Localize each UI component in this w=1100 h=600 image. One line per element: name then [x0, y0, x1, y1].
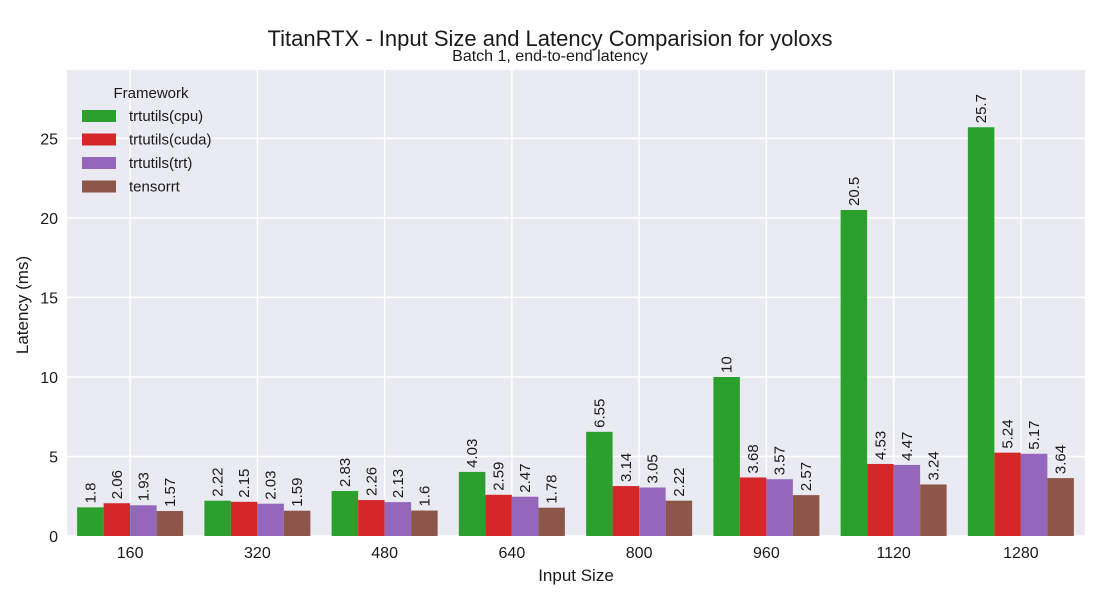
x-axis-label: Input Size [538, 566, 614, 585]
y-tick-label: 0 [49, 529, 58, 546]
y-tick-label: 25 [40, 131, 58, 148]
x-tick-label: 160 [117, 545, 144, 562]
bar-value-label: 2.47 [517, 464, 534, 493]
bar-trtutils(cuda)-800 [612, 486, 640, 536]
bar-trtutils(cpu)-160 [77, 507, 104, 536]
bar-value-label: 6.55 [591, 399, 608, 428]
bar-value-label: 25.7 [973, 94, 990, 123]
legend-entry-label: trtutils(cuda) [129, 132, 212, 149]
bar-trtutils(trt)-800 [639, 487, 666, 536]
bar-value-label: 4.03 [464, 439, 481, 468]
bar-trtutils(cuda)-320 [230, 501, 258, 536]
bar-value-label: 5.24 [1000, 419, 1017, 448]
y-tick-label: 5 [49, 449, 58, 466]
x-tick-label: 320 [244, 545, 271, 562]
bar-value-label: 3.24 [925, 451, 942, 480]
bar-tensorrt-1120 [920, 484, 947, 536]
y-tick-label: 15 [40, 290, 58, 307]
bar-value-label: 2.22 [671, 467, 688, 496]
bar-value-label: 1.59 [289, 478, 306, 507]
bar-trtutils(cpu)-320 [204, 500, 231, 536]
legend-entry-label: trtutils(trt) [129, 155, 192, 172]
bar-trtutils(cpu)-800 [586, 431, 613, 536]
bar-trtutils(cpu)-640 [458, 471, 486, 536]
bar-trtutils(cuda)-160 [103, 503, 131, 536]
bar-trtutils(trt)-640 [511, 496, 539, 536]
bar-trtutils(cuda)-640 [485, 494, 512, 536]
bar-value-label: 10 [719, 356, 736, 373]
y-tick-label: 10 [40, 370, 58, 387]
legend-swatch [82, 180, 116, 193]
x-tick-label: 1120 [876, 545, 911, 562]
bar-value-label: 3.57 [772, 446, 789, 475]
bar-value-label: 2.15 [236, 469, 253, 498]
bar-trtutils(cuda)-1280 [994, 452, 1021, 536]
bar-value-label: 2.13 [390, 469, 407, 498]
bar-value-label: 1.8 [82, 483, 99, 504]
bar-trtutils(trt)-480 [384, 502, 412, 536]
bar-tensorrt-320 [283, 510, 311, 536]
x-tick-label: 640 [499, 545, 526, 562]
bar-value-label: 5.17 [1026, 421, 1043, 450]
bar-trtutils(trt)-1280 [1020, 453, 1048, 536]
x-tick-label: 1280 [1003, 545, 1039, 562]
bar-trtutils(cpu)-1280 [967, 127, 995, 536]
plot-area [67, 70, 1085, 536]
bar-value-label: 2.57 [798, 462, 815, 491]
bar-value-label: 2.83 [337, 458, 354, 487]
bar-value-label: 3.68 [745, 444, 762, 473]
chart-title: TitanRTX - Input Size and Latency Compar… [267, 26, 833, 51]
bar-value-label: 2.26 [363, 467, 380, 496]
bar-value-label: 2.22 [210, 467, 227, 496]
bar-value-label: 3.14 [618, 453, 635, 482]
x-tick-label: 960 [753, 545, 780, 562]
bar-tensorrt-960 [792, 495, 820, 536]
chart-subtitle: Batch 1, end-to-end latency [452, 48, 648, 65]
bar-trtutils(cpu)-960 [713, 376, 740, 536]
bar-trtutils(cuda)-1120 [867, 463, 894, 536]
bar-value-label: 2.59 [491, 462, 508, 491]
bar-value-label: 3.64 [1053, 445, 1070, 474]
bar-trtutils(cuda)-480 [358, 500, 385, 536]
bar-tensorrt-160 [156, 511, 184, 536]
bar-value-label: 1.93 [135, 472, 152, 501]
bar-value-label: 1.78 [544, 474, 561, 503]
x-tick-label: 800 [626, 545, 653, 562]
bar-value-label: 4.53 [872, 431, 889, 460]
bar-tensorrt-1280 [1047, 478, 1074, 536]
legend-swatch [82, 133, 116, 146]
y-tick-label: 20 [40, 211, 58, 228]
bar-value-label: 3.05 [644, 454, 661, 483]
bar-trtutils(trt)-1120 [893, 464, 921, 536]
bar-value-label: 20.5 [846, 177, 863, 206]
bar-value-label: 2.06 [109, 470, 126, 499]
bar-value-label: 4.47 [899, 432, 916, 461]
legend-title: Framework [113, 85, 189, 102]
legend-entry-label: tensorrt [129, 179, 181, 196]
bar-trtutils(trt)-160 [130, 505, 157, 536]
bar-tensorrt-800 [665, 500, 693, 536]
legend-swatch [82, 157, 116, 169]
bar-trtutils(trt)-960 [766, 479, 793, 536]
bar-tensorrt-480 [411, 510, 438, 536]
legend-swatch [82, 110, 116, 122]
bar-value-label: 2.03 [263, 471, 280, 500]
bar-trtutils(cuda)-960 [739, 477, 767, 536]
bar-value-label: 1.57 [162, 478, 179, 507]
bar-trtutils(trt)-320 [257, 503, 284, 536]
bar-trtutils(cpu)-1120 [840, 209, 868, 536]
y-axis-label: Latency (ms) [13, 256, 32, 354]
bar-trtutils(cpu)-480 [331, 490, 359, 536]
bar-tensorrt-640 [538, 507, 565, 536]
x-tick-label: 480 [371, 545, 398, 562]
bar-value-label: 1.6 [416, 486, 433, 507]
legend-entry-label: trtutils(cpu) [129, 108, 203, 125]
